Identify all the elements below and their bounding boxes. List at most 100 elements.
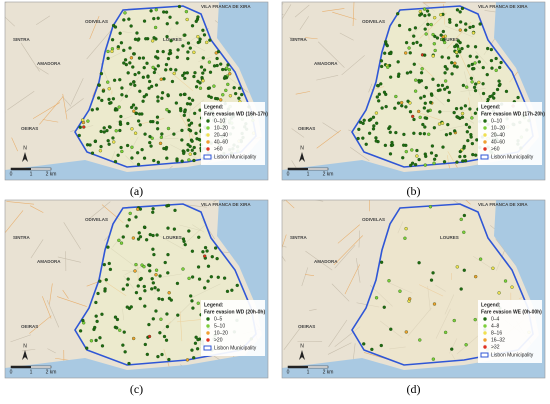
stop-dot bbox=[167, 291, 171, 295]
stop-dot bbox=[136, 162, 141, 167]
stop-dot bbox=[439, 33, 443, 37]
stop-dot bbox=[504, 89, 509, 94]
stop-dot bbox=[490, 94, 494, 98]
stop-dot bbox=[385, 44, 389, 48]
stop-dot bbox=[95, 107, 99, 111]
stop-dot bbox=[418, 131, 422, 136]
stop-dot bbox=[164, 10, 169, 14]
place-name: VILA FRANCA DE XIRA bbox=[201, 4, 251, 9]
stop-dot bbox=[379, 59, 384, 63]
place-name: VILA FRANCA DE XIRA bbox=[478, 4, 528, 9]
stop-dot bbox=[430, 93, 434, 97]
stop-dot bbox=[148, 232, 152, 237]
stop-dot bbox=[165, 34, 169, 39]
stop-dot bbox=[138, 235, 143, 239]
stop-dot bbox=[190, 148, 194, 152]
stop-dot bbox=[380, 106, 384, 110]
stop-dot bbox=[142, 225, 147, 229]
stop-dot bbox=[197, 40, 202, 44]
stop-dot bbox=[226, 82, 230, 87]
stop-dot bbox=[489, 47, 494, 52]
stop-dot bbox=[467, 125, 472, 129]
stop-dot bbox=[465, 85, 469, 89]
stop-dot bbox=[405, 71, 410, 75]
stop-dot bbox=[431, 77, 435, 81]
stop-dot bbox=[82, 125, 86, 129]
stop-dot bbox=[77, 133, 81, 138]
stop-dot bbox=[429, 151, 434, 155]
stop-dot bbox=[374, 296, 379, 300]
stop-dot bbox=[423, 27, 427, 31]
legend-item: >60 bbox=[491, 146, 500, 152]
stop-dot bbox=[192, 145, 196, 150]
stop-dot bbox=[431, 54, 435, 58]
stop-dot bbox=[156, 354, 160, 359]
north-label: N bbox=[300, 145, 304, 151]
road bbox=[316, 130, 342, 149]
stop-dot bbox=[380, 64, 384, 69]
stop-dot bbox=[401, 156, 405, 160]
stop-dot bbox=[228, 72, 232, 76]
legend-item: 20–40 bbox=[491, 132, 505, 138]
stop-dot bbox=[126, 71, 130, 75]
stop-dot bbox=[115, 108, 119, 112]
legend-item: 0–10 bbox=[214, 118, 225, 124]
stop-dot bbox=[201, 79, 205, 83]
panel-frame bbox=[4, 199, 269, 379]
stop-dot bbox=[448, 20, 452, 24]
road bbox=[20, 42, 40, 72]
stop-dot bbox=[118, 78, 122, 82]
road bbox=[316, 75, 339, 81]
scale-bar-fill bbox=[11, 366, 31, 368]
stop-dot bbox=[154, 83, 159, 87]
stop-dot bbox=[160, 352, 164, 357]
place-name: OEIRAS bbox=[21, 126, 38, 131]
place-name: OEIRAS bbox=[21, 324, 38, 329]
stop-dot bbox=[94, 300, 98, 305]
stop-dot bbox=[136, 151, 140, 155]
place-name: LOURES bbox=[440, 37, 459, 42]
stop-dot bbox=[143, 132, 147, 136]
stop-dot bbox=[138, 296, 142, 301]
stop-dot bbox=[458, 154, 462, 159]
road bbox=[88, 201, 111, 220]
stop-dot bbox=[459, 106, 463, 110]
stop-dot bbox=[167, 296, 172, 301]
legend-item: >20 bbox=[214, 337, 223, 343]
stop-dot bbox=[152, 158, 156, 163]
legend: Legend:Fare evasion WD (16h-17h)0–1010–2… bbox=[201, 102, 268, 165]
stop-dot bbox=[165, 324, 170, 329]
scale-label: 2 km bbox=[323, 171, 334, 177]
panel-frame bbox=[4, 1, 269, 181]
stop-dot bbox=[455, 65, 459, 69]
stop-dot bbox=[134, 215, 138, 219]
stop-dot bbox=[155, 121, 160, 125]
scale-label: 0 bbox=[10, 171, 13, 177]
stop-dot bbox=[404, 227, 408, 231]
stop-dot bbox=[106, 56, 110, 61]
stop-dot bbox=[196, 265, 201, 269]
place-name: OEIRAS bbox=[298, 126, 315, 131]
road bbox=[47, 348, 56, 354]
stop-dot bbox=[133, 131, 138, 135]
road bbox=[282, 255, 286, 262]
stop-dot bbox=[127, 17, 131, 21]
legend-dot bbox=[206, 119, 210, 123]
stop-dot bbox=[408, 70, 413, 74]
road bbox=[5, 210, 24, 233]
stop-dot bbox=[469, 135, 473, 139]
stop-dot bbox=[356, 136, 360, 141]
stop-dot bbox=[399, 100, 404, 105]
scale-label: 1 bbox=[30, 171, 33, 177]
stop-dot bbox=[428, 205, 433, 209]
stop-dot bbox=[450, 347, 454, 351]
stop-dot bbox=[151, 247, 155, 251]
stop-dot bbox=[192, 74, 196, 79]
stop-dot bbox=[486, 97, 490, 102]
legend-box bbox=[201, 102, 265, 165]
stop-dot bbox=[224, 88, 228, 93]
legend-dot bbox=[483, 338, 487, 342]
stop-dot bbox=[120, 149, 124, 154]
stop-dot bbox=[400, 104, 404, 108]
stop-dot bbox=[97, 96, 101, 100]
